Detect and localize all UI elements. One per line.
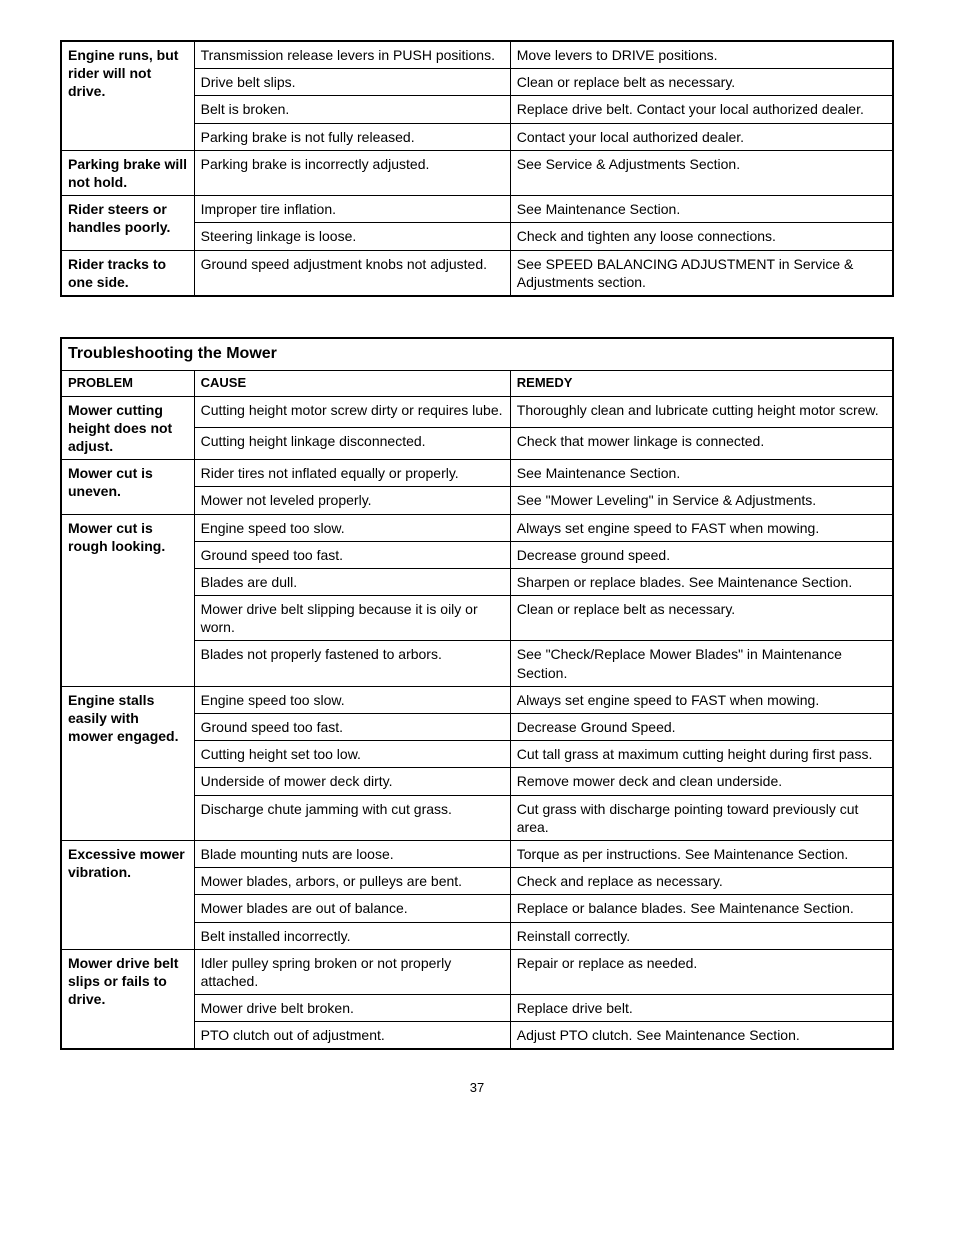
mower-table-body: Mower cutting height does not adjust.Cut… [61, 396, 893, 1049]
cause-cell: Discharge chute jamming with cut grass. [194, 795, 510, 840]
remedy-cell: Repair or replace as needed. [510, 949, 893, 994]
remedy-cell: Decrease ground speed. [510, 541, 893, 568]
cause-cell: Steering linkage is loose. [194, 223, 510, 250]
remedy-cell: Clean or replace belt as necessary. [510, 69, 893, 96]
remedy-cell: Sharpen or replace blades. See Maintenan… [510, 568, 893, 595]
problem-cell: Excessive mower vibration. [61, 840, 194, 949]
header-problem: PROBLEM [61, 370, 194, 396]
cause-cell: Mower blades are out of balance. [194, 895, 510, 922]
remedy-cell: Always set engine speed to FAST when mow… [510, 686, 893, 713]
cause-cell: PTO clutch out of adjustment. [194, 1022, 510, 1050]
table-row: Parking brake will not hold.Parking brak… [61, 150, 893, 195]
remedy-cell: Remove mower deck and clean underside. [510, 768, 893, 795]
remedy-cell: See Maintenance Section. [510, 196, 893, 223]
cause-cell: Idler pulley spring broken or not proper… [194, 949, 510, 994]
problem-cell: Mower cutting height does not adjust. [61, 396, 194, 460]
remedy-cell: Reinstall correctly. [510, 922, 893, 949]
cause-cell: Parking brake is incorrectly adjusted. [194, 150, 510, 195]
table-row: Engine runs, but rider will not drive.Tr… [61, 41, 893, 69]
problem-cell: Engine runs, but rider will not drive. [61, 41, 194, 150]
cause-cell: Rider tires not inflated equally or prop… [194, 460, 510, 487]
remedy-cell: Torque as per instructions. See Maintena… [510, 840, 893, 867]
table-row: Engine stalls easily with mower engaged.… [61, 686, 893, 713]
section-title-row: Troubleshooting the Mower [61, 338, 893, 370]
problem-cell: Mower cut is uneven. [61, 460, 194, 514]
remedy-cell: Cut tall grass at maximum cutting height… [510, 741, 893, 768]
cause-cell: Blades not properly fastened to arbors. [194, 641, 510, 686]
mower-troubleshooting-table: Troubleshooting the Mower PROBLEM CAUSE … [60, 337, 894, 1051]
remedy-cell: Move levers to DRIVE positions. [510, 41, 893, 69]
problem-cell: Mower cut is rough looking. [61, 514, 194, 686]
cause-cell: Ground speed too fast. [194, 541, 510, 568]
remedy-cell: Thoroughly clean and lubricate cutting h… [510, 396, 893, 428]
remedy-cell: Check and tighten any loose connections. [510, 223, 893, 250]
cause-cell: Ground speed too fast. [194, 714, 510, 741]
remedy-cell: Check that mower linkage is connected. [510, 428, 893, 460]
table-row: Mower cut is uneven.Rider tires not infl… [61, 460, 893, 487]
cause-cell: Mower drive belt broken. [194, 995, 510, 1022]
cause-cell: Blade mounting nuts are loose. [194, 840, 510, 867]
cause-cell: Cutting height motor screw dirty or requ… [194, 396, 510, 428]
header-row: PROBLEM CAUSE REMEDY [61, 370, 893, 396]
remedy-cell: See "Mower Leveling" in Service & Adjust… [510, 487, 893, 514]
cause-cell: Belt is broken. [194, 96, 510, 123]
cause-cell: Parking brake is not fully released. [194, 123, 510, 150]
table-row: Rider tracks to one side.Ground speed ad… [61, 250, 893, 296]
table-row: Excessive mower vibration.Blade mounting… [61, 840, 893, 867]
remedy-cell: Decrease Ground Speed. [510, 714, 893, 741]
cause-cell: Mower blades, arbors, or pulleys are ben… [194, 868, 510, 895]
header-remedy: REMEDY [510, 370, 893, 396]
problem-cell: Parking brake will not hold. [61, 150, 194, 195]
cause-cell: Improper tire inflation. [194, 196, 510, 223]
remedy-cell: Contact your local authorized dealer. [510, 123, 893, 150]
remedy-cell: Replace or balance blades. See Maintenan… [510, 895, 893, 922]
top-table-body: Engine runs, but rider will not drive.Tr… [61, 41, 893, 296]
remedy-cell: Always set engine speed to FAST when mow… [510, 514, 893, 541]
problem-cell: Engine stalls easily with mower engaged. [61, 686, 194, 840]
remedy-cell: See "Check/Replace Mower Blades" in Main… [510, 641, 893, 686]
table-row: Mower drive belt slips or fails to drive… [61, 949, 893, 994]
top-troubleshooting-table: Engine runs, but rider will not drive.Tr… [60, 40, 894, 297]
cause-cell: Cutting height set too low. [194, 741, 510, 768]
remedy-cell: See Maintenance Section. [510, 460, 893, 487]
cause-cell: Ground speed adjustment knobs not adjust… [194, 250, 510, 296]
page-number: 37 [60, 1080, 894, 1095]
problem-cell: Rider steers or handles poorly. [61, 196, 194, 250]
problem-cell: Rider tracks to one side. [61, 250, 194, 296]
remedy-cell: Check and replace as necessary. [510, 868, 893, 895]
remedy-cell: See Service & Adjustments Section. [510, 150, 893, 195]
cause-cell: Engine speed too slow. [194, 514, 510, 541]
remedy-cell: See SPEED BALANCING ADJUSTMENT in Servic… [510, 250, 893, 296]
cause-cell: Cutting height linkage disconnected. [194, 428, 510, 460]
cause-cell: Mower not leveled properly. [194, 487, 510, 514]
cause-cell: Belt installed incorrectly. [194, 922, 510, 949]
remedy-cell: Replace drive belt. [510, 995, 893, 1022]
table-row: Mower cutting height does not adjust.Cut… [61, 396, 893, 428]
table-row: Mower cut is rough looking.Engine speed … [61, 514, 893, 541]
problem-cell: Mower drive belt slips or fails to drive… [61, 949, 194, 1049]
remedy-cell: Adjust PTO clutch. See Maintenance Secti… [510, 1022, 893, 1050]
cause-cell: Underside of mower deck dirty. [194, 768, 510, 795]
remedy-cell: Clean or replace belt as necessary. [510, 596, 893, 641]
section-title: Troubleshooting the Mower [61, 338, 893, 370]
remedy-cell: Cut grass with discharge pointing toward… [510, 795, 893, 840]
remedy-cell: Replace drive belt. Contact your local a… [510, 96, 893, 123]
header-cause: CAUSE [194, 370, 510, 396]
cause-cell: Engine speed too slow. [194, 686, 510, 713]
table-row: Rider steers or handles poorly.Improper … [61, 196, 893, 223]
cause-cell: Transmission release levers in PUSH posi… [194, 41, 510, 69]
cause-cell: Drive belt slips. [194, 69, 510, 96]
cause-cell: Mower drive belt slipping because it is … [194, 596, 510, 641]
cause-cell: Blades are dull. [194, 568, 510, 595]
